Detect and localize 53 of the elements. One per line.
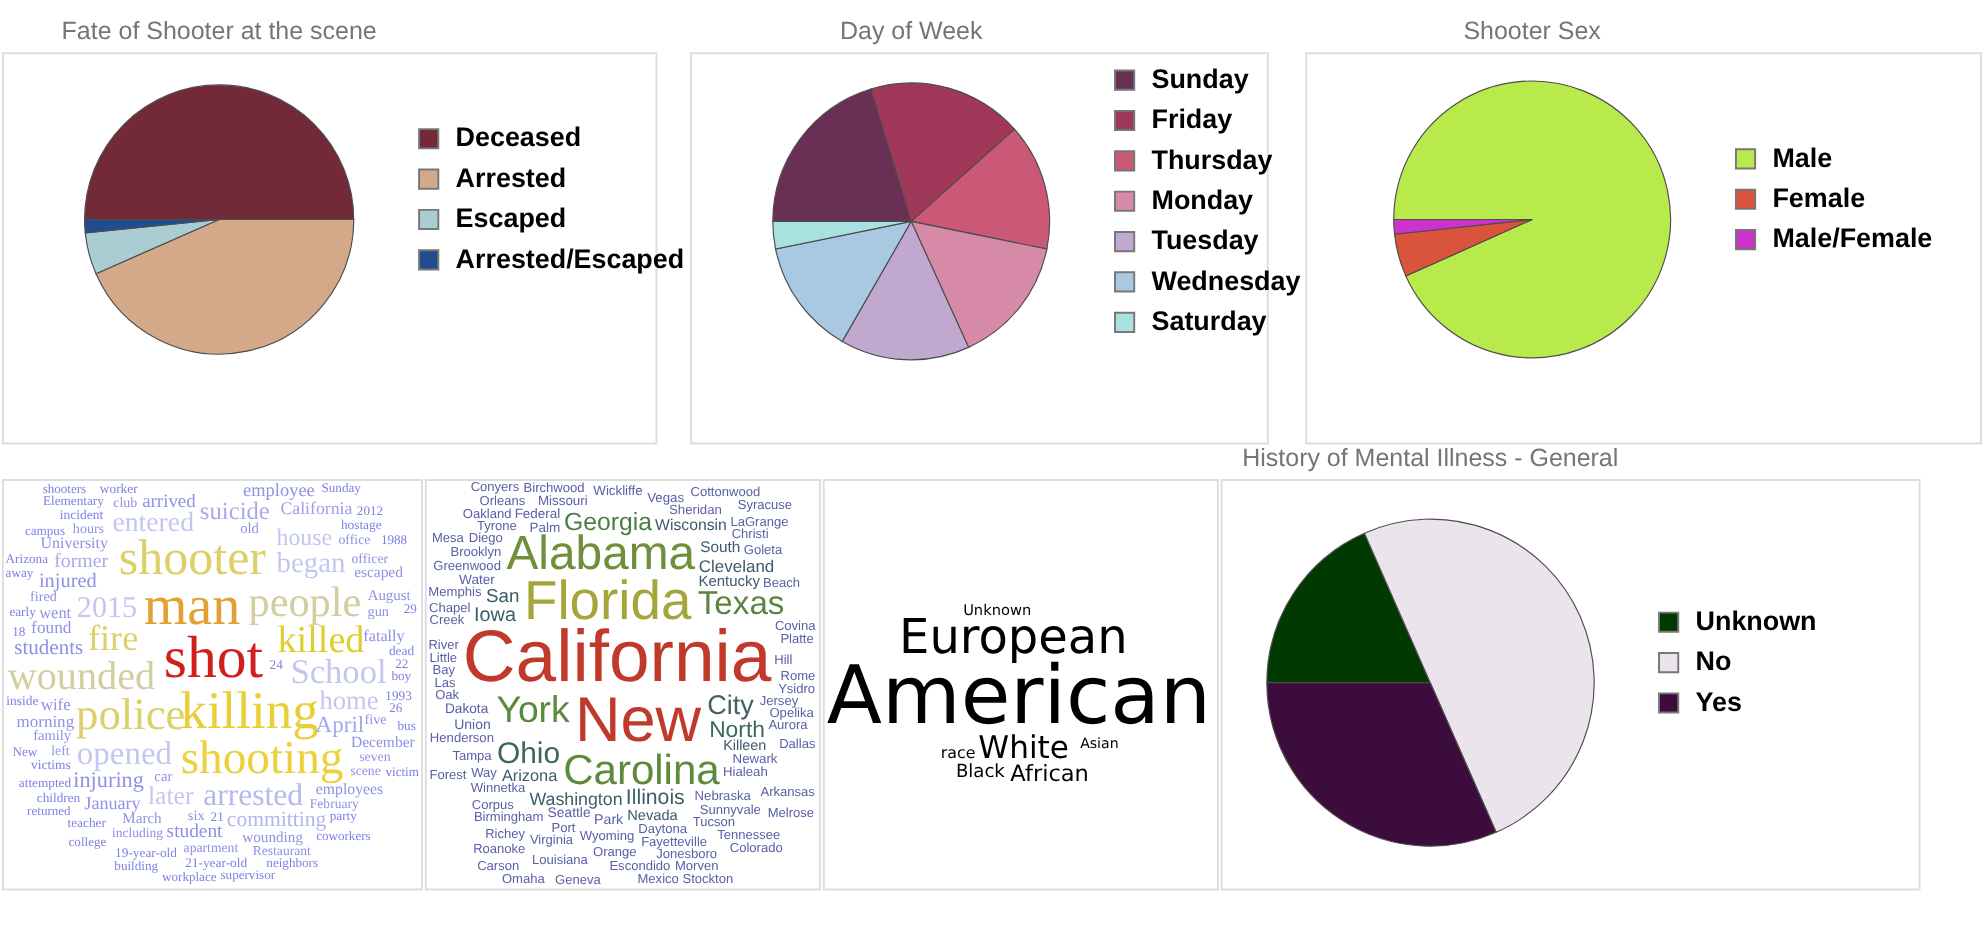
category-label: student: [166, 821, 224, 844]
legend-label: Deceased: [455, 122, 582, 153]
category-label: New: [574, 683, 702, 756]
category-label: Iowa: [474, 605, 517, 628]
category-label: morning: [16, 711, 76, 732]
category-label: arrived: [142, 493, 197, 514]
legend-label: Arrested/Escaped: [455, 243, 685, 274]
category-label: December: [350, 732, 416, 751]
category-label: Ohio: [496, 737, 561, 772]
category-label: Wisconsin: [655, 515, 727, 534]
category-label: January: [84, 792, 142, 813]
category-label: house: [276, 523, 333, 552]
legend-label: Female: [1772, 182, 1867, 213]
category-label: San: [486, 586, 520, 607]
chart-title: History of Mental Illness - General: [1242, 443, 1619, 472]
legend-label: No: [1695, 646, 1732, 677]
legend-label: Yes: [1695, 686, 1742, 717]
category-label: escaped: [354, 563, 404, 582]
legend-label: Friday: [1151, 104, 1234, 135]
legend-label: Saturday: [1151, 306, 1268, 336]
chart-title: Shooter Sex: [1463, 16, 1603, 45]
category-label: Washington: [529, 789, 623, 810]
category-label: former: [54, 550, 110, 573]
legend-label: Unknown: [1695, 605, 1817, 636]
category-label: found: [31, 617, 73, 638]
category-label: California: [280, 498, 353, 519]
legend-label: Male: [1772, 142, 1834, 173]
legend-label: Wednesday: [1151, 265, 1302, 296]
category-label: employee: [243, 480, 315, 501]
legend-label: Sunday: [1151, 63, 1250, 94]
legend-label: Arrested: [455, 162, 567, 193]
category-label: injured: [38, 571, 97, 594]
legend-label: Thursday: [1151, 144, 1274, 175]
category-label: began: [276, 548, 346, 581]
pie-slice: [1393, 80, 1672, 359]
category-label: Cleveland: [698, 555, 775, 576]
category-label: Georgia: [564, 508, 653, 537]
legend-label: Tuesday: [1151, 225, 1260, 256]
category-label: wounded: [7, 654, 156, 699]
category-label: York: [496, 687, 572, 730]
chart-title: Day of Week: [839, 16, 984, 45]
category-label: Black: [955, 763, 1007, 784]
category-label: suicide: [199, 496, 271, 525]
legend-label: Monday: [1151, 184, 1255, 215]
category-label: April: [315, 713, 365, 738]
category-label: students: [14, 637, 84, 660]
category-label: University: [40, 534, 108, 553]
legend-label: Escaped: [455, 203, 567, 234]
category-label: later: [147, 781, 195, 810]
category-label: injuring: [73, 769, 145, 794]
chart-title: Fate of Shooter at the scene: [61, 16, 377, 45]
category-label: City: [707, 689, 755, 720]
legend-label: Male/Female: [1772, 223, 1934, 254]
